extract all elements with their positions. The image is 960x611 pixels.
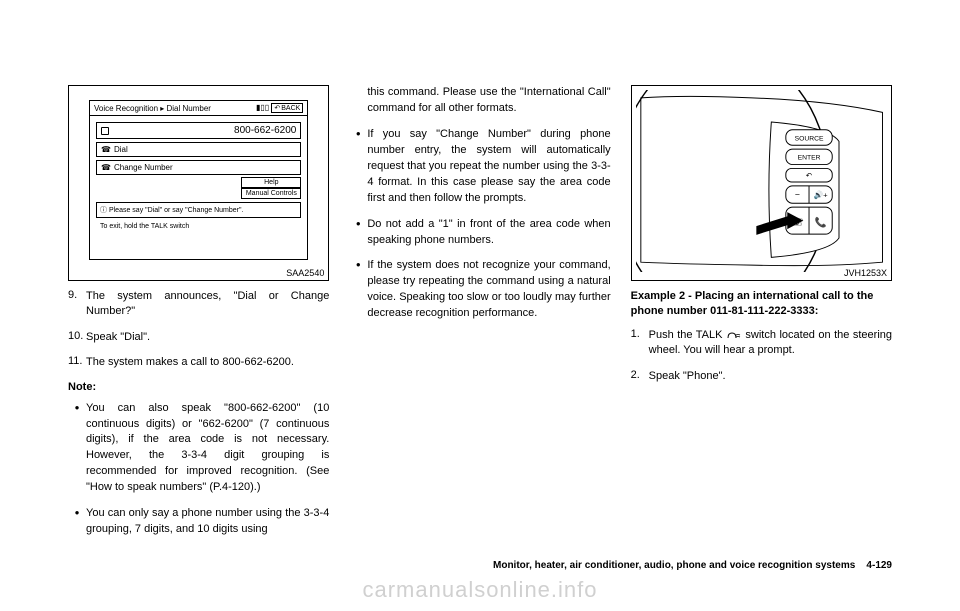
- continuation-text: this command. Please use the "Internatio…: [349, 85, 610, 117]
- figure-voice-recognition: Voice Recognition ▸ Dial Number ▮▯▯ ↶BAC…: [68, 85, 329, 281]
- figure-label: SAA2540: [286, 268, 324, 278]
- number-display-row: 800-662-6200: [96, 122, 301, 139]
- mic-icon: [101, 127, 109, 135]
- change-label: Change Number: [114, 163, 173, 172]
- screen-mockup: Voice Recognition ▸ Dial Number ▮▯▯ ↶BAC…: [89, 100, 308, 260]
- example-2-heading: Example 2 - Placing an international cal…: [631, 289, 892, 320]
- svg-text:↶: ↶: [805, 171, 812, 180]
- info-row: ⓘ Please say "Dial" or say "Change Numbe…: [96, 202, 301, 218]
- phone-number: 800-662-6200: [112, 125, 296, 136]
- step-10: 10. Speak "Dial".: [68, 330, 329, 345]
- note-bullet-5: ● If the system does not recognize your …: [349, 258, 610, 322]
- dial-icon: ☎: [101, 145, 111, 154]
- column-3: SOURCE ENTER ↶ − 🔊+ ☏ 📞 JVH1253X Example…: [631, 85, 892, 545]
- note-bullet-2: ● You can only say a phone number using …: [68, 506, 329, 538]
- svg-text:📞: 📞: [814, 215, 827, 228]
- figure-label-jvh: JVH1253X: [844, 268, 887, 278]
- info-icon: ⓘ: [100, 207, 109, 214]
- screen-header: Voice Recognition ▸ Dial Number ▮▯▯ ↶BAC…: [90, 101, 307, 116]
- svg-text:🔊+: 🔊+: [813, 189, 828, 199]
- example2-step-2: 2. Speak "Phone".: [631, 369, 892, 384]
- page-footer: Monitor, heater, air conditioner, audio,…: [493, 560, 892, 571]
- example2-step-1: 1. Push the TALK switch located on the s…: [631, 328, 892, 359]
- figure-steering-wheel: SOURCE ENTER ↶ − 🔊+ ☏ 📞 JVH1253X: [631, 85, 892, 281]
- change-number-row: ☎ Change Number: [96, 160, 301, 175]
- note-bullet-1: ● You can also speak "800-662-6200" (10 …: [68, 401, 329, 497]
- header-right: ▮▯▯ ↶BACK: [256, 103, 303, 113]
- svg-text:−: −: [795, 189, 800, 199]
- breadcrumb: Voice Recognition ▸ Dial Number: [94, 104, 211, 113]
- page-number: 4-129: [866, 560, 892, 571]
- steering-wheel-svg: SOURCE ENTER ↶ − 🔊+ ☏ 📞: [636, 90, 887, 272]
- dial-row: ☎ Dial: [96, 142, 301, 157]
- step-11: 11. The system makes a call to 800-662-6…: [68, 355, 329, 370]
- dial-label: Dial: [114, 145, 128, 154]
- manual-btn: Manual Controls: [241, 188, 301, 199]
- section-title: Monitor, heater, air conditioner, audio,…: [493, 560, 855, 571]
- back-button: ↶BACK: [271, 103, 303, 113]
- signal-icon: ▮▯▯: [256, 103, 269, 112]
- talk-icon: [726, 330, 742, 340]
- step-9: 9. The system announces, "Dial or Change…: [68, 289, 329, 320]
- help-btn: Help: [241, 177, 301, 188]
- note-heading: Note:: [68, 381, 329, 393]
- step1-text-pre: Push the TALK: [649, 329, 726, 341]
- svg-text:SOURCE: SOURCE: [794, 135, 823, 142]
- note-bullet-3: ● If you say "Change Number" during phon…: [349, 127, 610, 207]
- column-2: this command. Please use the "Internatio…: [349, 85, 610, 545]
- change-icon: ☎: [101, 163, 111, 172]
- column-1: Voice Recognition ▸ Dial Number ▮▯▯ ↶BAC…: [68, 85, 329, 545]
- exit-text: To exit, hold the TALK switch: [96, 221, 301, 232]
- note-bullet-4: ● Do not add a "1" in front of the area …: [349, 217, 610, 249]
- watermark: carmanualsonline.info: [0, 577, 960, 603]
- svg-text:ENTER: ENTER: [797, 155, 820, 162]
